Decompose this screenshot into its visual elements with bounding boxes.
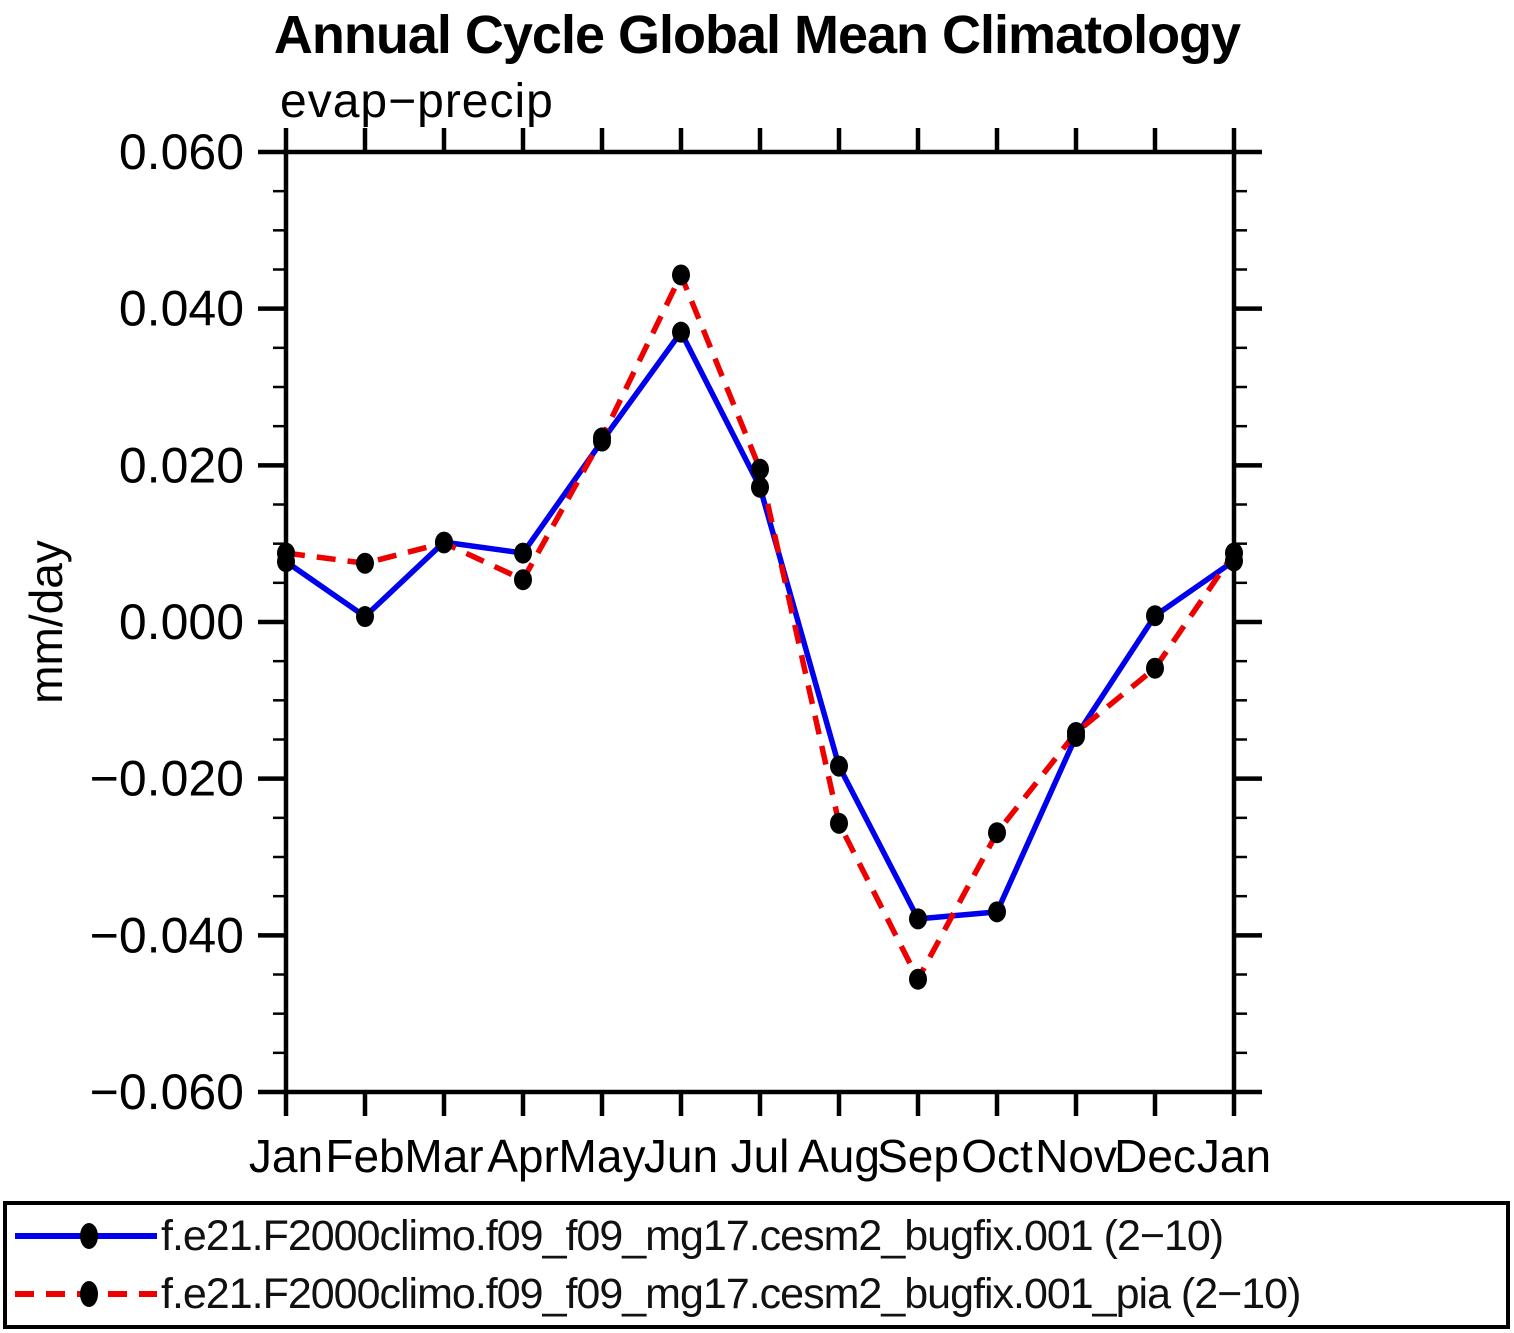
series-line-0 [284,329,1236,922]
y-tick-label: 0.000 [119,594,244,650]
legend-label-series-1: f.e21.F2000climo.f09_f09_mg17.cesm2_bugf… [161,1269,1301,1318]
data-point-marker-s0 [356,606,374,628]
data-point-marker-s1 [672,264,690,286]
legend-item-series-1: f.e21.F2000climo.f09_f09_mg17.cesm2_bugf… [13,1265,1506,1323]
x-tick-label: Jan [249,1130,323,1182]
x-tick-label: Jun [644,1130,718,1182]
x-tick-label: Nov [1035,1130,1117,1182]
x-tick-label: Oct [961,1130,1033,1182]
x-tick-label: Jan [1197,1130,1271,1182]
data-point-marker-s1 [909,968,927,990]
legend-label-series-0: f.e21.F2000climo.f09_f09_mg17.cesm2_bugf… [161,1211,1224,1260]
plot-layer: 0.0600.0400.0200.000−0.020−0.040−0.060Ja… [90,124,1271,1182]
legend-key-solid [15,1223,157,1249]
legend-marker-icon [80,1223,98,1249]
data-point-marker-s1 [514,569,532,591]
data-point-marker-s0 [514,542,532,564]
plot-subtitle: evap−precip [280,75,554,128]
y-tick-label: 0.040 [119,281,244,337]
legend: f.e21.F2000climo.f09_f09_mg17.cesm2_bugf… [3,1201,1510,1329]
y-tick-label: 0.060 [119,124,244,180]
plot-frame [283,149,1237,1095]
data-point-marker-s1 [830,812,848,834]
legend-marker-icon [80,1281,98,1307]
y-tick-label: −0.020 [90,751,244,807]
data-point-marker-s1 [593,427,611,449]
data-point-marker-s0 [751,476,769,498]
legend-item-series-0: f.e21.F2000climo.f09_f09_mg17.cesm2_bugf… [13,1207,1506,1265]
data-point-marker-s1 [277,542,295,564]
data-point-marker-s1 [1146,657,1164,679]
data-point-marker-s0 [988,901,1006,923]
data-point-marker-s0 [1146,605,1164,627]
series-line-1 [285,272,1237,982]
y-tick-label: −0.060 [90,1064,244,1120]
x-tick-label: Aug [798,1130,880,1182]
legend-key-dashed [15,1281,157,1307]
x-tick-label: Mar [404,1130,483,1182]
x-tick-label: Jul [731,1130,790,1182]
x-tick-label: Dec [1114,1130,1196,1182]
data-point-marker-s1 [356,552,374,574]
x-tick-label: Apr [487,1130,559,1182]
x-tick-label: May [559,1130,646,1182]
y-tick-label: 0.020 [119,437,244,493]
data-point-marker-s0 [672,321,690,343]
data-point-marker-s0 [830,755,848,777]
y-tick-label: −0.040 [90,907,244,963]
data-point-marker-s1 [1067,721,1085,743]
data-point-marker-s1 [988,822,1006,844]
y-axis-title: mm/day [20,540,72,704]
x-tick-label: Sep [877,1130,959,1182]
data-point-marker-s0 [909,908,927,930]
data-point-marker-s1 [435,532,453,554]
data-point-marker-s1 [1225,542,1243,564]
chart-title: Annual Cycle Global Mean Climatology [273,5,1241,65]
x-tick-label: Feb [325,1130,404,1182]
data-point-marker-s1 [751,458,769,480]
